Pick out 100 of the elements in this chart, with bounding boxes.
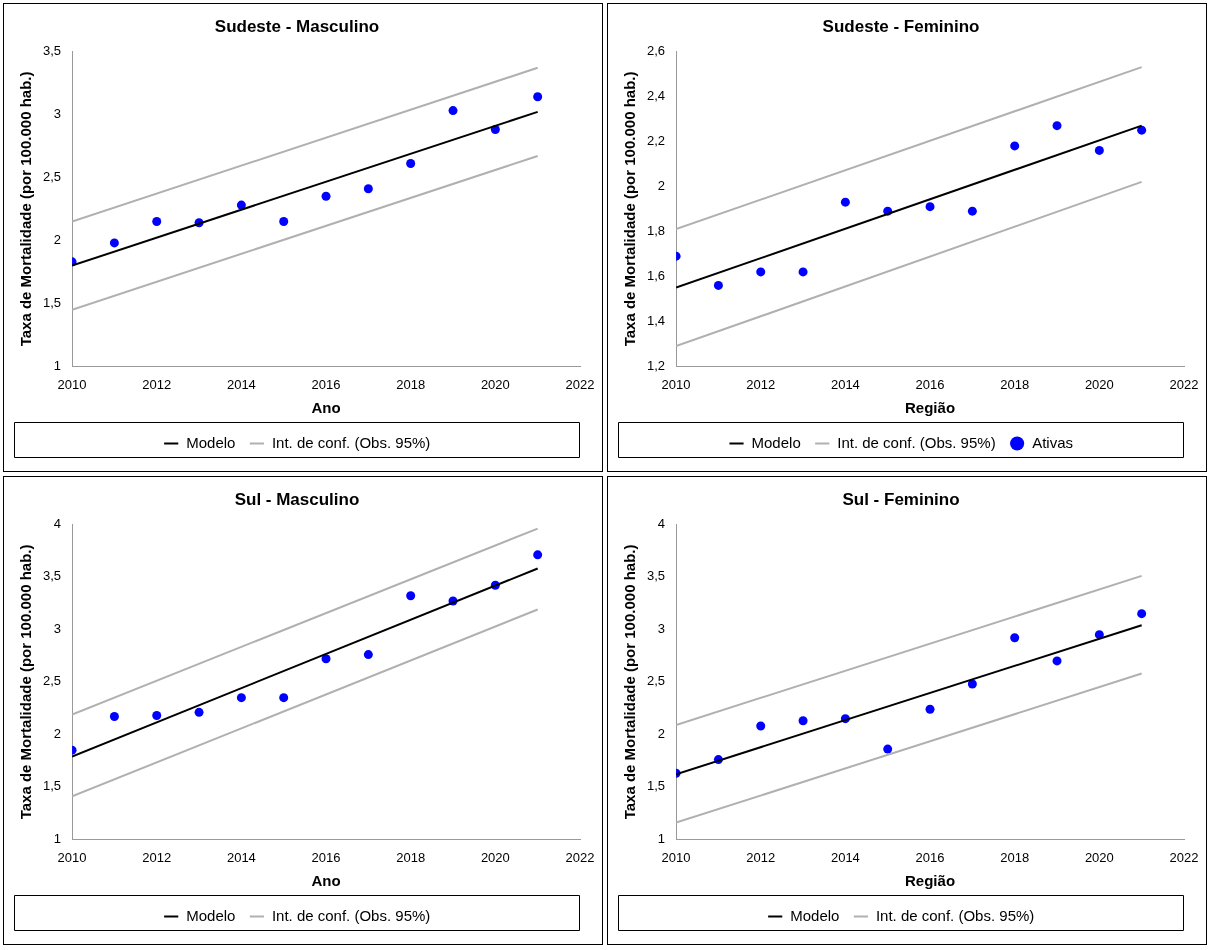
x-tick-label: 2012 bbox=[142, 376, 172, 392]
legend-label: Modelo bbox=[790, 906, 840, 924]
y-tick-label: 1 bbox=[657, 830, 666, 846]
y-tick-label: 1 bbox=[53, 830, 62, 846]
x-tick-label: 2018 bbox=[1000, 376, 1030, 392]
y-tick-label: 2 bbox=[657, 725, 666, 741]
x-tick-label: 2016 bbox=[915, 376, 945, 392]
y-tick-label: 2 bbox=[53, 725, 62, 741]
y-tick-label: 1,8 bbox=[646, 222, 666, 238]
point bbox=[798, 267, 808, 277]
legend-label: Modelo bbox=[751, 433, 801, 451]
x-tick-label: 2014 bbox=[830, 376, 860, 392]
x-tick-label: 2022 bbox=[565, 376, 595, 392]
y-tick-label: 1,2 bbox=[646, 357, 666, 373]
point bbox=[152, 711, 162, 720]
legend-label: Ativas bbox=[1032, 433, 1073, 451]
point bbox=[109, 712, 119, 722]
point bbox=[1010, 633, 1020, 643]
y-tick-label: 3,5 bbox=[42, 568, 62, 584]
y-tick-label: 2 bbox=[53, 231, 62, 247]
y-tick-label: 2 bbox=[657, 177, 666, 193]
y-tick-label: 2,5 bbox=[646, 673, 666, 689]
point bbox=[1052, 121, 1062, 131]
legend-label: Modelo bbox=[186, 433, 236, 451]
legend-label: Int. de conf. (Obs. 95%) bbox=[271, 433, 431, 451]
x-axis-title: Ano bbox=[311, 872, 341, 890]
y-tick-label: 1,5 bbox=[42, 778, 62, 794]
x-tick-label: 2018 bbox=[396, 376, 426, 392]
point bbox=[756, 267, 766, 277]
legend-label: Int. de conf. (Obs. 95%) bbox=[271, 906, 431, 924]
x-tick-label: 2022 bbox=[1169, 376, 1199, 392]
point bbox=[448, 106, 458, 116]
point bbox=[713, 280, 723, 290]
point bbox=[1094, 630, 1104, 640]
x-tick-label: 2020 bbox=[480, 376, 510, 392]
y-tick-label: 3 bbox=[53, 620, 62, 636]
y-tick-label: 4 bbox=[53, 515, 62, 531]
legend-label: Int. de conf. (Obs. 95%) bbox=[875, 906, 1035, 924]
x-tick-label: 2022 bbox=[1169, 849, 1199, 865]
x-tick-label: 2014 bbox=[830, 849, 860, 865]
point bbox=[925, 202, 935, 212]
x-axis-title: Região bbox=[905, 399, 956, 417]
legend-label: Modelo bbox=[186, 906, 236, 924]
y-tick-label: 3 bbox=[53, 105, 62, 121]
point bbox=[194, 707, 204, 717]
point bbox=[363, 184, 373, 194]
x-tick-label: 2016 bbox=[311, 849, 341, 865]
point bbox=[756, 721, 766, 731]
y-tick-label: 2,5 bbox=[42, 168, 62, 184]
x-axis-title: Ano bbox=[311, 399, 341, 417]
point bbox=[1010, 141, 1020, 151]
x-tick-label: 2016 bbox=[311, 376, 341, 392]
x-tick-label: 2020 bbox=[480, 849, 510, 865]
x-tick-label: 2016 bbox=[915, 849, 945, 865]
x-tick-label: 2010 bbox=[57, 849, 87, 865]
y-tick-label: 1,5 bbox=[646, 778, 666, 794]
x-tick-label: 2012 bbox=[746, 849, 776, 865]
x-tick-label: 2020 bbox=[1084, 849, 1114, 865]
x-tick-label: 2012 bbox=[142, 849, 172, 865]
x-tick-label: 2010 bbox=[57, 376, 87, 392]
point bbox=[236, 693, 246, 703]
x-axis-title: Região bbox=[905, 872, 956, 890]
point bbox=[279, 693, 289, 703]
point bbox=[840, 197, 850, 207]
x-tick-label: 2020 bbox=[1084, 376, 1114, 392]
chart-title: Sudeste - Feminino bbox=[822, 16, 980, 36]
point bbox=[967, 206, 977, 216]
y-tick-label: 3 bbox=[657, 620, 666, 636]
y-tick-label: 2,4 bbox=[646, 87, 666, 103]
point bbox=[883, 744, 893, 754]
x-tick-label: 2010 bbox=[661, 849, 691, 865]
y-axis-title: Taxa de Mortalidade (por 100.000 hab.) bbox=[621, 71, 639, 347]
y-tick-label: 3,5 bbox=[646, 568, 666, 584]
x-tick-label: 2014 bbox=[226, 849, 256, 865]
x-tick-label: 2012 bbox=[746, 376, 776, 392]
point bbox=[1137, 125, 1147, 135]
point bbox=[279, 217, 289, 226]
y-tick-label: 4 bbox=[657, 515, 666, 531]
chart-title: Sul - Masculino bbox=[234, 489, 360, 509]
point bbox=[363, 650, 373, 660]
y-tick-label: 2,2 bbox=[646, 132, 666, 148]
y-tick-label: 1,4 bbox=[646, 312, 666, 328]
x-tick-label: 2018 bbox=[1000, 849, 1030, 865]
point bbox=[152, 217, 162, 226]
point bbox=[925, 704, 935, 714]
point bbox=[109, 238, 119, 248]
y-axis-title: Taxa de Mortalidade (por 100.000 hab.) bbox=[17, 544, 35, 820]
y-tick-label: 1 bbox=[53, 357, 62, 373]
point bbox=[406, 159, 416, 169]
y-tick-label: 1,6 bbox=[646, 267, 666, 283]
chart-title: Sudeste - Masculino bbox=[214, 16, 380, 36]
chart-title: Sul - Feminino bbox=[842, 489, 960, 509]
point bbox=[798, 716, 808, 726]
point bbox=[406, 591, 416, 601]
point bbox=[533, 92, 543, 102]
y-tick-label: 2,5 bbox=[42, 673, 62, 689]
point bbox=[1052, 656, 1062, 666]
point bbox=[1094, 145, 1104, 155]
x-tick-label: 2022 bbox=[565, 849, 595, 865]
y-tick-label: 3,5 bbox=[42, 42, 62, 58]
